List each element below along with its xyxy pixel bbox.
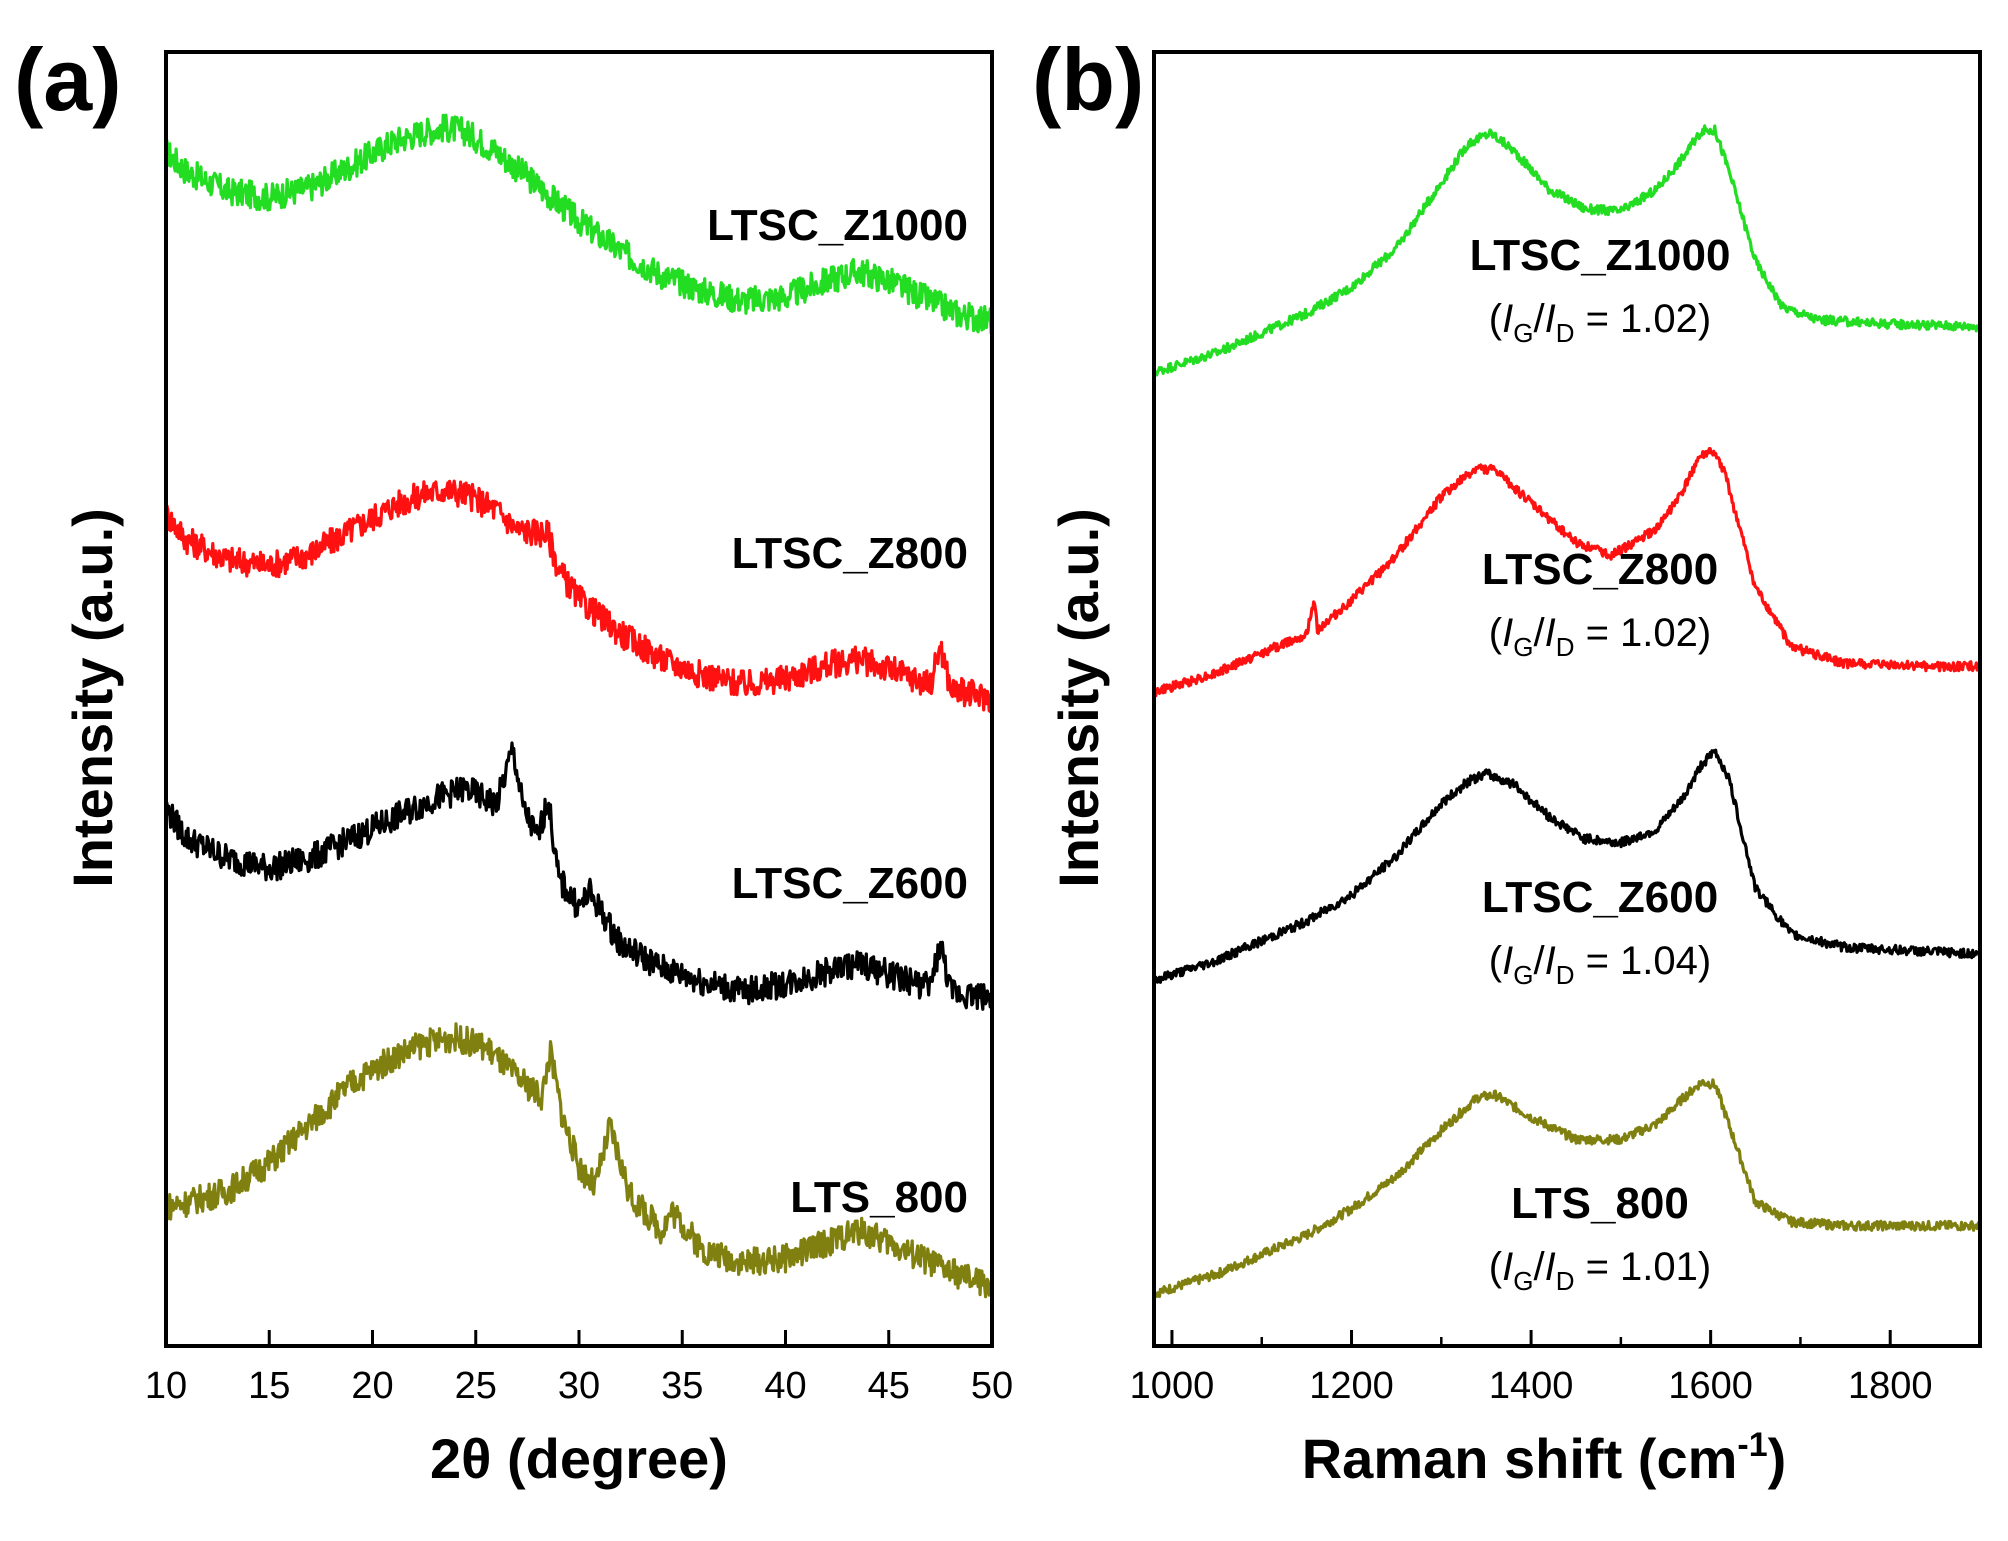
xrd-x-tick-label: 30 bbox=[558, 1365, 600, 1407]
raman-x-ticks: 1000 1200 1400 1600 1800 bbox=[1130, 1330, 1982, 1407]
raman-x-tick-label: 1400 bbox=[1489, 1365, 1574, 1407]
xrd-x-tick-label: 45 bbox=[868, 1365, 910, 1407]
raman-y-axis-title: Intensity (a.u.) bbox=[1047, 508, 1110, 888]
panel-a-letter: (a) bbox=[14, 30, 122, 129]
xrd-series-labels: LTSC_Z1000 LTSC_Z800 LTSC_Z600 LTS_800 bbox=[707, 201, 968, 1222]
raman-series-label: LTSC_Z1000 bbox=[1470, 231, 1731, 280]
xrd-x-tick-label: 15 bbox=[248, 1365, 290, 1407]
raman-plot-frame bbox=[1152, 50, 1982, 1348]
xrd-x-ticks: 10 15 20 25 30 35 40 45 50 bbox=[145, 1330, 1013, 1407]
xrd-series-label: LTSC_Z600 bbox=[732, 859, 968, 908]
xrd-series-line-ltsc-z600 bbox=[164, 741, 994, 1011]
xrd-series-label: LTS_800 bbox=[790, 1173, 968, 1222]
xrd-x-tick-label: 35 bbox=[661, 1365, 703, 1407]
raman-x-axis-title: Raman shift (cm-1) bbox=[1302, 1426, 1787, 1490]
raman-series-line-ltsc-z600 bbox=[1152, 748, 1982, 985]
xrd-x-tick-label: 50 bbox=[971, 1365, 1013, 1407]
raman-series-label: LTSC_Z600 bbox=[1482, 873, 1718, 922]
xrd-series-line-ltsc-z1000 bbox=[165, 113, 994, 335]
raman-series-line-ltsc-z1000 bbox=[1152, 124, 1982, 377]
raman-series-label: LTS_800 bbox=[1511, 1179, 1689, 1228]
raman-series-line-lts-800 bbox=[1152, 1078, 1982, 1299]
xrd-series-label: LTSC_Z1000 bbox=[707, 201, 968, 250]
xrd-x-axis-title: 2θ (degree) bbox=[430, 1427, 728, 1490]
xrd-series-line-lts-800 bbox=[164, 1022, 994, 1299]
xrd-x-tick-label: 40 bbox=[764, 1365, 806, 1407]
raman-series-group bbox=[1152, 124, 1982, 1299]
raman-series-label: LTSC_Z800 bbox=[1482, 545, 1718, 594]
xrd-x-tick-label: 25 bbox=[455, 1365, 497, 1407]
raman-intensity-ratio-label: (IG/ID = 1.02) bbox=[1489, 297, 1711, 348]
raman-x-tick-label: 1600 bbox=[1668, 1365, 1753, 1407]
xrd-x-tick-label: 20 bbox=[351, 1365, 393, 1407]
xrd-series-group bbox=[164, 113, 994, 1299]
xrd-y-axis-title: Intensity (a.u.) bbox=[61, 508, 124, 888]
raman-x-tick-label: 1200 bbox=[1309, 1365, 1394, 1407]
xrd-series-line-ltsc-z800 bbox=[164, 479, 994, 714]
raman-panel: (b) 1000 1200 1400 1600 1800 LTSC_Z1000 (IG/I… bbox=[1032, 30, 1982, 1490]
raman-x-tick-label: 1000 bbox=[1130, 1365, 1215, 1407]
raman-intensity-ratio-label: (IG/ID = 1.02) bbox=[1489, 611, 1711, 662]
xrd-panel: (a) 10 15 20 25 30 35 40 45 50 LTSC_Z1000 LTSC_Z8… bbox=[14, 30, 1013, 1490]
raman-x-tick-label: 1800 bbox=[1848, 1365, 1933, 1407]
xrd-x-tick-label: 10 bbox=[145, 1365, 187, 1407]
raman-intensity-ratio-label: (IG/ID = 1.04) bbox=[1489, 939, 1711, 990]
xrd-series-label: LTSC_Z800 bbox=[732, 529, 968, 578]
raman-series-labels: LTSC_Z1000 (IG/ID = 1.02) LTSC_Z800 (IG/ID … bbox=[1470, 231, 1731, 1296]
raman-intensity-ratio-label: (IG/ID = 1.01) bbox=[1489, 1245, 1711, 1296]
raman-series-line-ltsc-z800 bbox=[1152, 447, 1981, 698]
panel-b-letter: (b) bbox=[1032, 30, 1144, 129]
